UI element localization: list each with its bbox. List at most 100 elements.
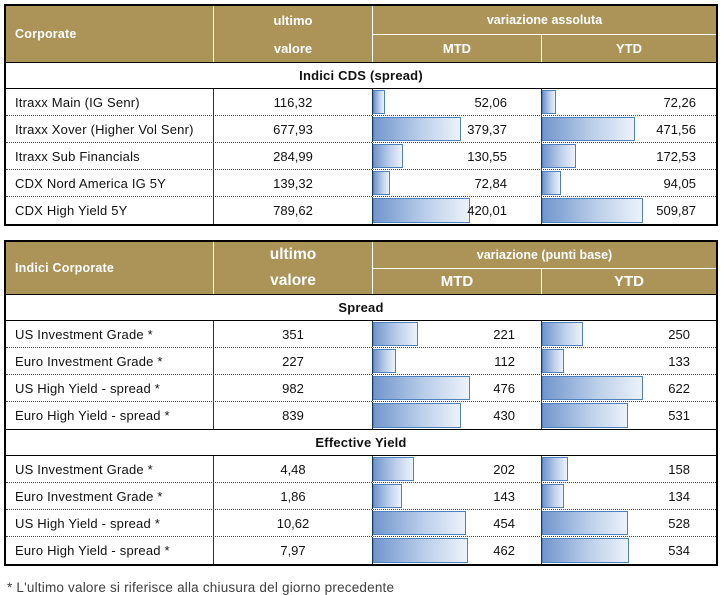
- row-label: Euro High Yield - spread *: [15, 543, 170, 558]
- column-group-header-variazione: variazione (punti base): [372, 242, 716, 268]
- mtd-value: 202: [493, 461, 515, 477]
- mtd-value: 462: [493, 543, 515, 558]
- column-header-mtd: MTD: [372, 268, 541, 294]
- column-header-ytd: YTD: [541, 268, 716, 294]
- ultimo-value: 1,86: [213, 483, 372, 509]
- mtd-cell: 130,55: [372, 143, 541, 169]
- ytd-cell: 471,56: [541, 116, 716, 142]
- indici-corporate-table: Indici Corporate ultimo valore variazione (…: [4, 240, 718, 566]
- table-section: Indici CDS (spread) Itraxx Main (IG Senr)…: [6, 62, 716, 224]
- ultimo-value: 7,97: [213, 537, 372, 564]
- column-group-header-variazione: variazione assoluta: [372, 6, 716, 34]
- row-label: US Investment Grade *: [15, 326, 153, 342]
- table-row: Euro Investment Grade * 1,86 143 134: [6, 483, 716, 510]
- mtd-cell: 72,84: [372, 170, 541, 196]
- table-section: Effective Yield US Investment Grade * 4,48…: [6, 429, 716, 564]
- mtd-value: 52,06: [474, 94, 507, 110]
- mtd-bar: [373, 349, 396, 373]
- table-row: Euro Investment Grade * 227 112 133: [6, 348, 716, 375]
- ultimo-value: 116,32: [213, 89, 372, 115]
- ytd-bar: [542, 349, 564, 373]
- row-label: Euro High Yield - spread *: [15, 408, 170, 423]
- row-label: Itraxx Xover (Higher Vol Senr): [15, 121, 194, 137]
- ultimo-value: 4,48: [213, 456, 372, 482]
- ytd-bar: [542, 171, 561, 195]
- ytd-value: 531: [668, 408, 690, 423]
- ytd-cell: 172,53: [541, 143, 716, 169]
- ultimo-label: ultimo: [269, 246, 317, 263]
- ytd-value: 133: [668, 353, 690, 369]
- mtd-cell: 112: [372, 348, 541, 374]
- section-title: Spread: [6, 294, 716, 321]
- ytd-bar: [542, 484, 564, 508]
- mtd-bar: [373, 376, 471, 400]
- mtd-value: 379,37: [467, 121, 507, 137]
- row-label: Itraxx Sub Financials: [15, 148, 140, 164]
- table-section: Spread US Investment Grade * 351 221 250 Euro…: [6, 294, 716, 429]
- mtd-value: 112: [494, 353, 515, 369]
- table-row: Euro High Yield - spread * 839 430 531: [6, 402, 716, 429]
- report-page: Corporate ultimo valore variazione assoluta…: [4, 4, 718, 595]
- ytd-cell: 509,87: [541, 197, 716, 224]
- row-label: Itraxx Main (IG Senr): [15, 94, 140, 110]
- row-label: CDX Nord America IG 5Y: [15, 175, 167, 191]
- ytd-cell: 158: [541, 456, 716, 482]
- ytd-value: 534: [668, 543, 690, 558]
- table-title: Indici Corporate: [15, 261, 115, 275]
- mtd-value: 221: [493, 326, 515, 342]
- section-title: Effective Yield: [6, 429, 716, 456]
- mtd-bar: [373, 117, 461, 141]
- mtd-bar: [373, 484, 403, 508]
- ytd-value: 250: [668, 326, 690, 342]
- ytd-bar: [542, 538, 629, 563]
- mtd-value: 430: [493, 408, 515, 423]
- mtd-value: 72,84: [474, 175, 507, 191]
- mtd-bar: [373, 144, 404, 168]
- table-row: US High Yield - spread * 982 476 622: [6, 375, 716, 402]
- ytd-bar: [542, 117, 636, 141]
- row-label: US Investment Grade *: [15, 461, 153, 477]
- ultimo-value: 139,32: [213, 170, 372, 196]
- mtd-bar: [373, 322, 419, 346]
- ytd-value: 471,56: [656, 121, 696, 137]
- mtd-cell: 430: [372, 402, 541, 429]
- ytd-cell: 250: [541, 321, 716, 347]
- ytd-bar: [542, 322, 583, 346]
- ytd-cell: 528: [541, 510, 716, 536]
- mtd-value: 420,01: [467, 203, 507, 218]
- mtd-cell: 221: [372, 321, 541, 347]
- table-title: Corporate: [15, 27, 77, 41]
- ultimo-value: 351: [213, 321, 372, 347]
- mtd-cell: 379,37: [372, 116, 541, 142]
- ytd-cell: 133: [541, 348, 716, 374]
- ytd-bar: [542, 144, 577, 168]
- table-row: US High Yield - spread * 10,62 454 528: [6, 510, 716, 537]
- mtd-bar: [373, 511, 466, 535]
- ytd-cell: 622: [541, 375, 716, 401]
- ultimo-value: 10,62: [213, 510, 372, 536]
- ytd-cell: 94,05: [541, 170, 716, 196]
- mtd-cell: 462: [372, 537, 541, 564]
- mtd-bar: [373, 538, 468, 563]
- row-label: US High Yield - spread *: [15, 515, 160, 531]
- mtd-bar: [373, 171, 390, 195]
- mtd-cell: 420,01: [372, 197, 541, 224]
- section-title: Indici CDS (spread): [6, 62, 716, 89]
- mtd-value: 476: [493, 380, 515, 396]
- valore-label: valore: [273, 40, 313, 56]
- mtd-cell: 143: [372, 483, 541, 509]
- column-header-ultimo-valore: ultimo valore: [213, 6, 372, 62]
- mtd-bar: [373, 457, 415, 481]
- table-row: CDX Nord America IG 5Y 139,32 72,84 94,05: [6, 170, 716, 197]
- column-header-ultimo-valore: ultimo valore: [213, 242, 372, 294]
- ytd-bar: [542, 376, 643, 400]
- ytd-bar: [542, 90, 557, 114]
- row-label: CDX High Yield 5Y: [15, 203, 128, 218]
- ytd-value: 622: [668, 380, 690, 396]
- ytd-bar: [542, 511, 628, 535]
- mtd-value: 130,55: [467, 148, 507, 164]
- ytd-bar: [542, 198, 643, 223]
- ultimo-value: 284,99: [213, 143, 372, 169]
- table-row: US Investment Grade * 351 221 250: [6, 321, 716, 348]
- ultimo-value: 677,93: [213, 116, 372, 142]
